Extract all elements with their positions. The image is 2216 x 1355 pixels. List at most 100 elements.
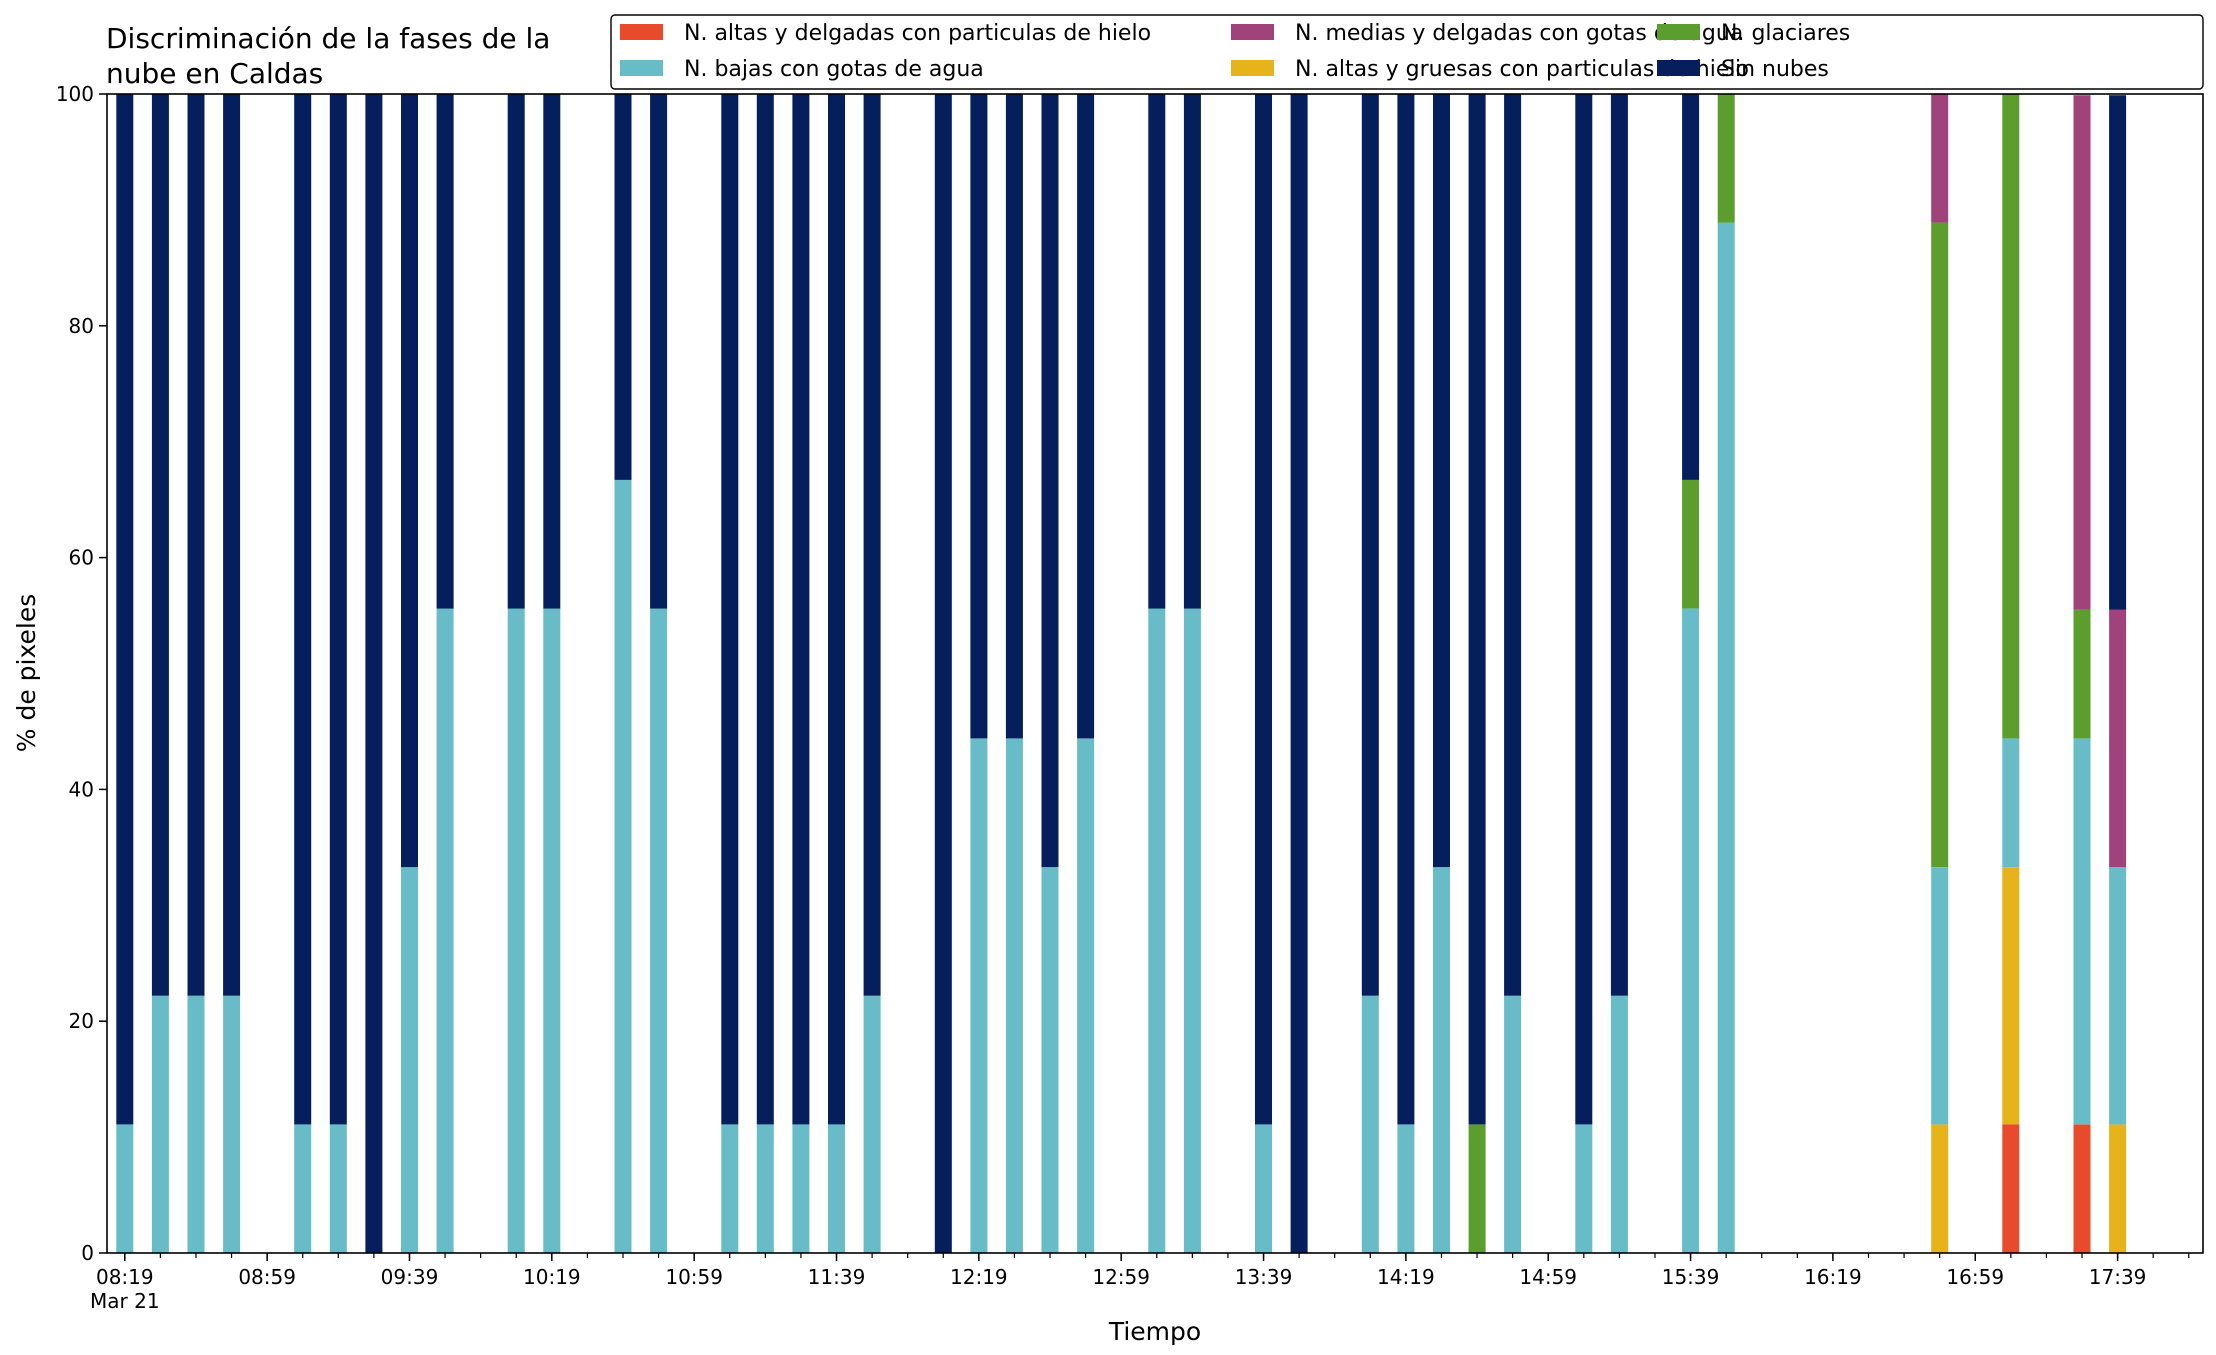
y-tick-label: 100 — [56, 82, 94, 106]
x-tick-label: 16:19 — [1804, 1265, 1862, 1289]
y-tick-label: 20 — [69, 1009, 94, 1033]
bar-segment — [1077, 738, 1095, 1253]
bar-segment — [1433, 867, 1450, 1253]
bar-segment — [1717, 94, 1735, 223]
bar-segment — [2109, 1124, 2127, 1253]
bar-segment — [721, 94, 739, 1125]
bar-segment — [223, 995, 241, 1253]
x-tick-label: 17:39 — [2089, 1265, 2147, 1289]
x-tick-sublabel: Mar 21 — [90, 1289, 160, 1313]
legend-swatch — [1657, 24, 1700, 40]
bar-segment — [1682, 479, 1700, 609]
bar-segment — [1504, 995, 1522, 1253]
bar-segment — [401, 867, 418, 1253]
bar-segment — [756, 1124, 774, 1253]
bar-segment — [1931, 94, 1949, 223]
bar-segment — [1931, 867, 1949, 1125]
bar-segment — [1682, 94, 1700, 480]
bar-segment — [1610, 94, 1628, 996]
bar-segment — [1005, 738, 1023, 1253]
x-tick-label: 08:19 — [96, 1265, 154, 1289]
bar-segment — [650, 608, 668, 1253]
bar-segment — [2002, 94, 2020, 739]
bar-segment — [116, 1124, 134, 1253]
bar-segment — [1361, 995, 1379, 1253]
bar-segment — [1682, 608, 1700, 1253]
bar-segment — [1255, 94, 1272, 1125]
bar-segment — [2109, 867, 2127, 1125]
plot-area-frame — [106, 93, 2204, 1254]
bar-segment — [116, 94, 134, 1125]
legend-swatch — [1657, 60, 1700, 76]
bar-segment — [792, 94, 810, 1125]
bar-segment — [2002, 1124, 2020, 1253]
y-tick-label: 0 — [81, 1241, 94, 1265]
bar-segment — [401, 94, 418, 868]
bar-segment — [970, 738, 988, 1253]
bar-segment — [721, 1124, 739, 1253]
y-axis: 0 20 40 60 80 100 — [56, 82, 107, 1265]
bar-segment — [436, 94, 454, 609]
bar-segment — [1468, 1124, 1486, 1253]
bar-segment — [223, 94, 241, 996]
bar-segment — [756, 94, 774, 1125]
bar-segment — [1041, 94, 1059, 868]
legend-label: N. glaciares — [1721, 21, 1850, 46]
bar-segment — [1397, 94, 1415, 1125]
bar-segment — [1148, 94, 1166, 609]
legend-swatch — [620, 60, 663, 76]
bar-segment — [650, 94, 668, 609]
bar-segment — [2073, 609, 2091, 739]
bar-segment — [1504, 94, 1522, 996]
bar-segment — [1931, 222, 1949, 868]
x-tick-label: 10:19 — [523, 1265, 581, 1289]
legend-label: N. bajas con gotas de agua — [684, 57, 984, 82]
bar-segment — [2109, 95, 2127, 610]
x-tick-label: 16:59 — [1946, 1265, 2004, 1289]
bar-segment — [2002, 738, 2020, 867]
bar-segment — [614, 94, 632, 480]
x-tick-label: 12:59 — [1092, 1265, 1150, 1289]
bar-segment — [863, 995, 881, 1253]
bar-segment — [151, 94, 169, 996]
legend-box — [610, 14, 2204, 90]
bar-segment — [294, 1124, 312, 1253]
bar-segment — [2073, 738, 2091, 1125]
x-tick-label: 14:19 — [1377, 1265, 1435, 1289]
bar-segment — [543, 608, 561, 1253]
bar-segment — [1468, 94, 1486, 1125]
bar-segment — [1575, 94, 1593, 1125]
x-tick-label: 10:59 — [665, 1265, 723, 1289]
bar-segment — [1717, 222, 1735, 1254]
bar-segment — [187, 995, 205, 1253]
legend-swatch — [620, 24, 663, 40]
bar-segment — [828, 1124, 845, 1253]
bar-segment — [2073, 1124, 2091, 1253]
bar-segment — [792, 1124, 810, 1253]
bar-segment — [436, 608, 454, 1253]
x-tick-label: 11:39 — [808, 1265, 866, 1289]
bar-segment — [2109, 609, 2127, 868]
bar-segment — [1575, 1124, 1593, 1253]
legend-swatch — [1231, 60, 1274, 76]
bar-segment — [828, 94, 845, 1125]
bar-segment — [543, 94, 561, 609]
bar-segment — [507, 94, 525, 609]
chart-title-line-1: Discriminación de la fases de la — [106, 22, 550, 55]
y-tick-label: 80 — [69, 314, 94, 338]
x-axis-label: Tiempo — [1108, 1317, 1201, 1346]
bar-segment — [1148, 608, 1166, 1253]
y-axis-label: % de pixeles — [12, 594, 41, 752]
y-tick-label: 40 — [69, 777, 94, 801]
bar-segment — [329, 94, 347, 1125]
bar-segment — [507, 608, 525, 1253]
bar-segment — [2073, 95, 2091, 610]
bar-segment — [329, 1124, 347, 1253]
y-tick-label: 60 — [69, 546, 94, 570]
x-tick-label: 13:39 — [1235, 1265, 1293, 1289]
bar-segment — [1041, 867, 1059, 1253]
legend-label: N. altas y delgadas con particulas de hi… — [684, 21, 1151, 46]
